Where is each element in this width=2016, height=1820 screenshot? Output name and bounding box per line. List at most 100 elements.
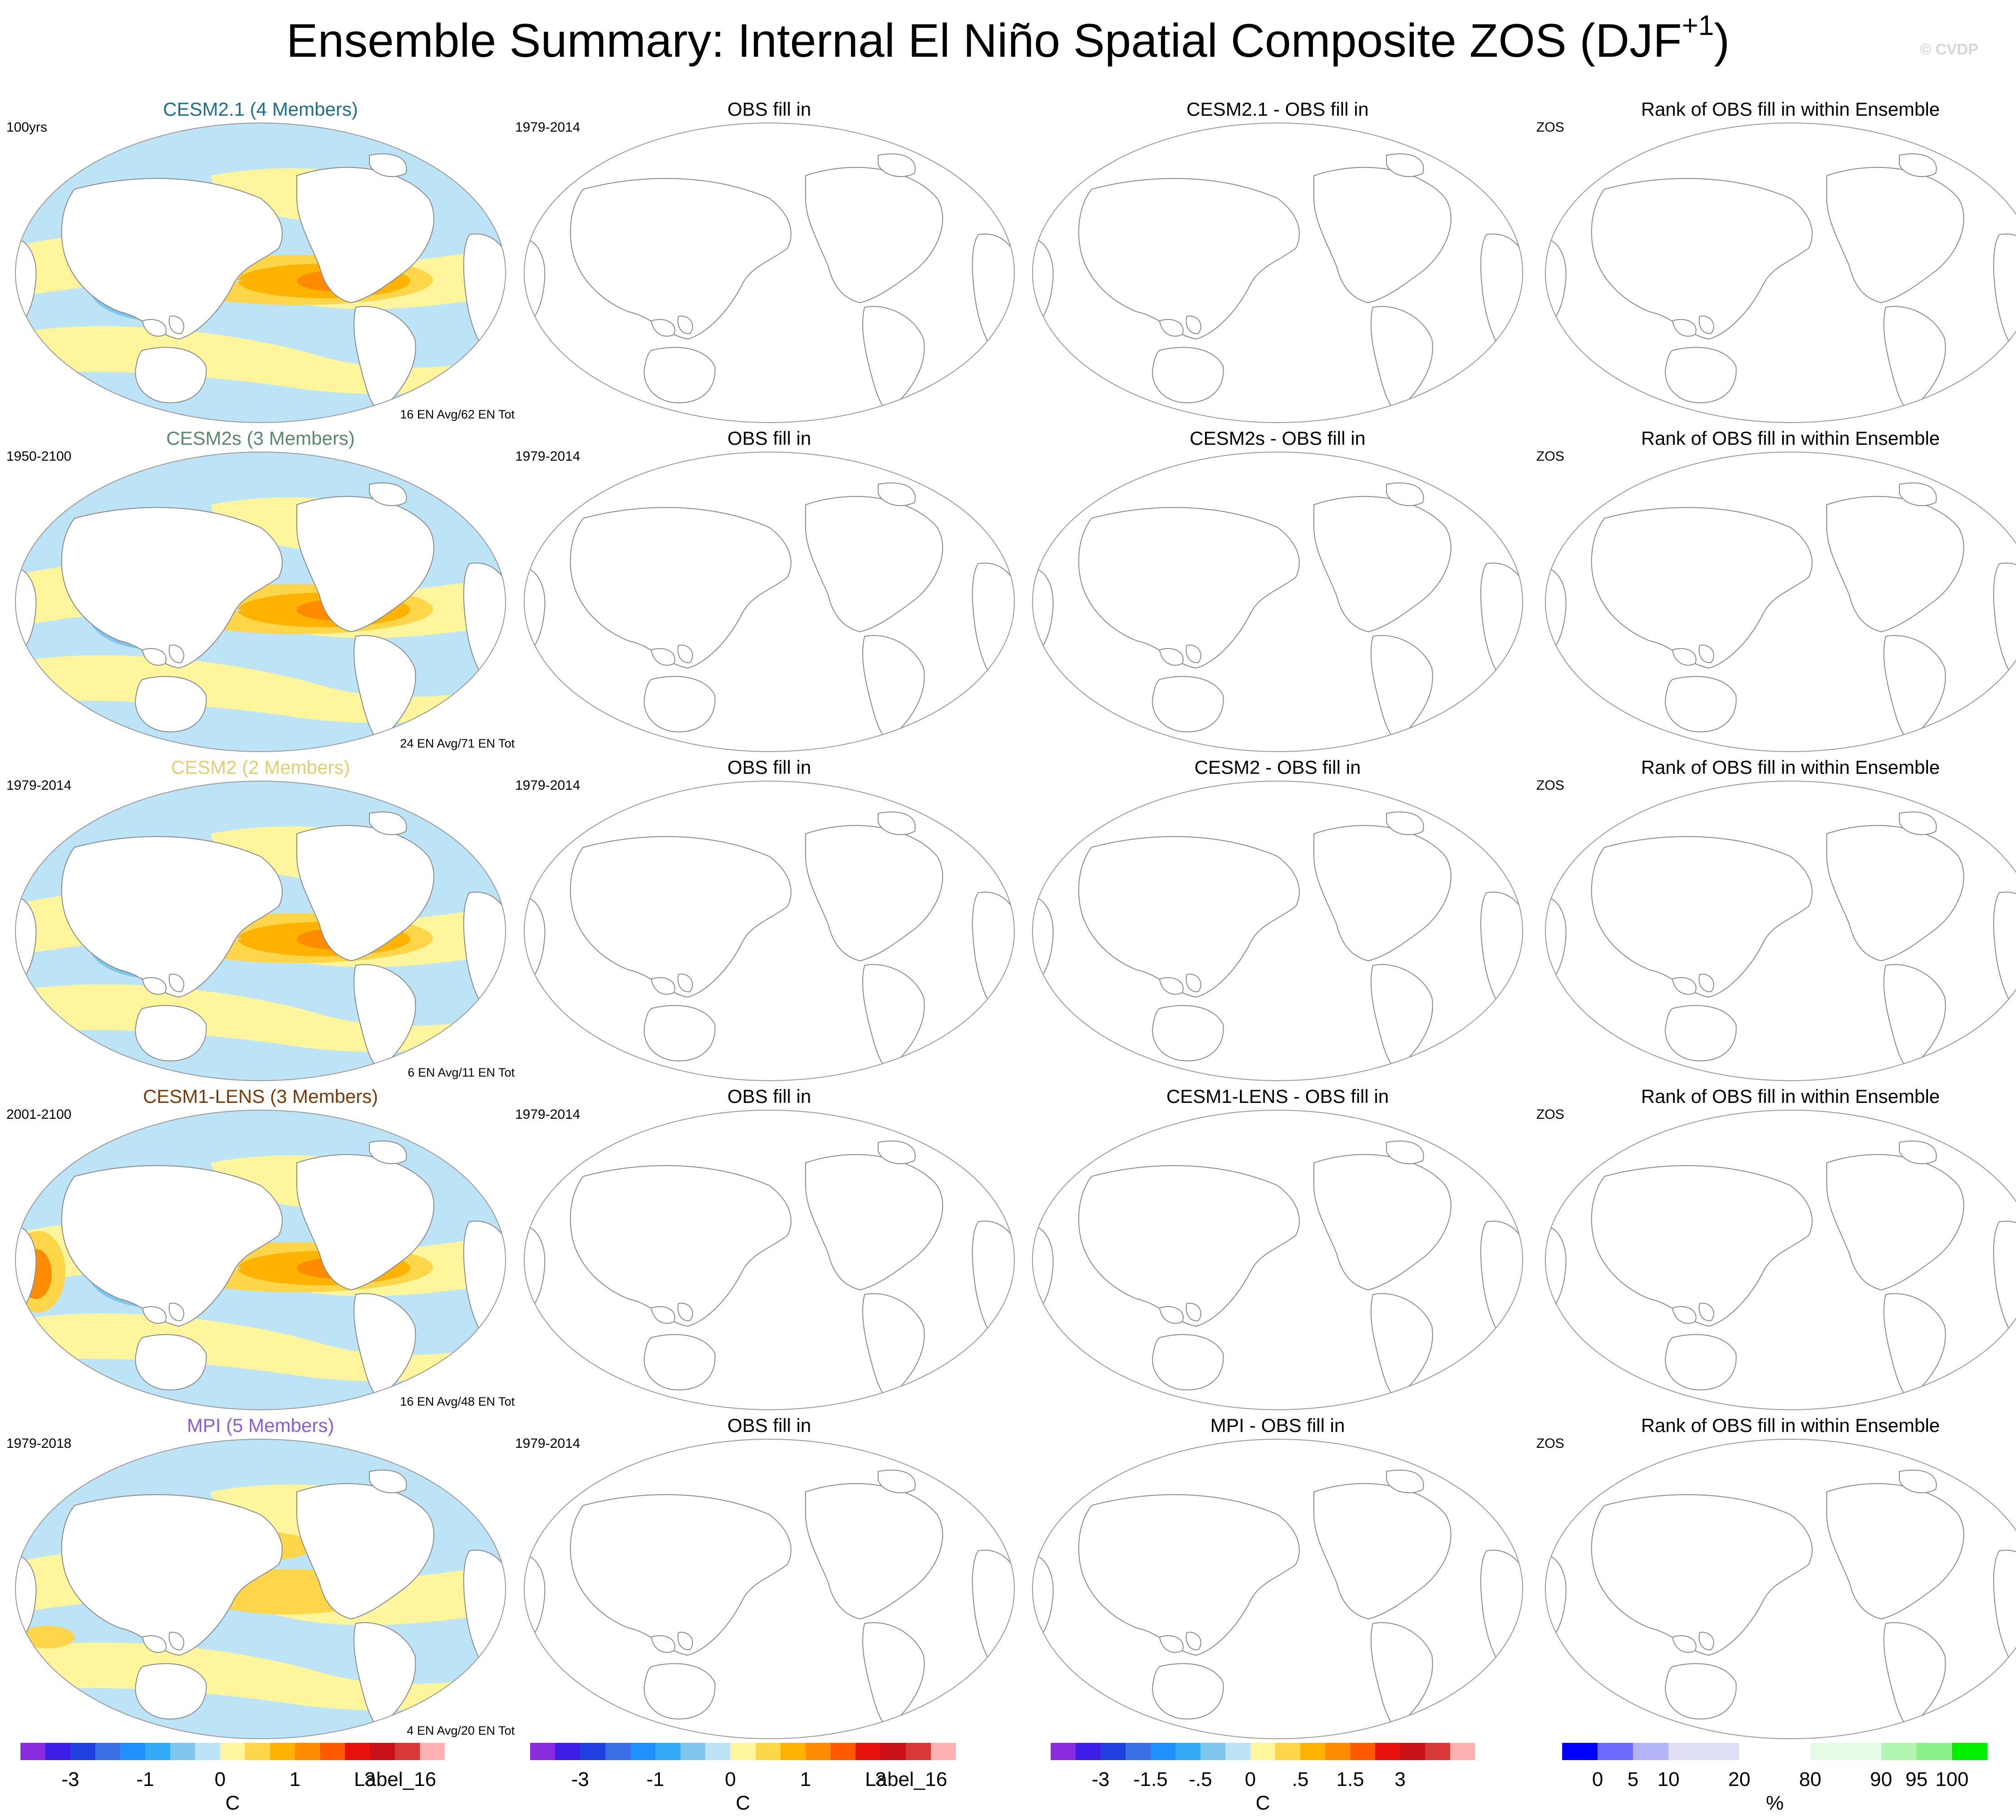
colorbar-tick-label: 0	[1592, 1768, 1603, 1790]
colorbar-swatch	[1375, 1743, 1400, 1760]
empty-map	[1536, 779, 2016, 1082]
colorbar-swatch	[730, 1743, 756, 1760]
landmass	[1078, 178, 1300, 340]
landmass	[1123, 1403, 1432, 1410]
landmass	[1078, 836, 1300, 998]
colorbar-swatch	[1845, 1743, 1881, 1760]
landmass	[878, 153, 916, 177]
panel-title: Rank of OBS fill in within Ensemble	[1641, 98, 1940, 120]
landmass	[1152, 1005, 1224, 1062]
landmass	[168, 1632, 184, 1651]
landmass	[1386, 1141, 1424, 1164]
landmass	[135, 347, 207, 403]
difference-panel: CESM2s - OBS fill in	[1023, 427, 1532, 753]
landmass	[524, 1554, 546, 1647]
colorbar-swatch	[1881, 1743, 1917, 1760]
landmass	[1636, 1732, 1945, 1739]
landmass	[61, 178, 283, 340]
landmass	[1883, 964, 1946, 1071]
colorbar-swatch	[45, 1743, 70, 1760]
robinson-map-outline	[1032, 452, 1523, 752]
land-layer	[15, 482, 506, 752]
landmass	[1480, 891, 1523, 1007]
landmass	[1480, 562, 1523, 678]
colorbar: -3 -1.5 -.5 0 .5 1.5 3 C	[1051, 1743, 1475, 1820]
map-border	[1032, 452, 1523, 752]
landmass	[1152, 676, 1224, 733]
robinson-map-filled	[15, 1439, 506, 1739]
landmass	[1313, 496, 1451, 633]
map-border	[1545, 781, 2016, 1081]
colorbar-tick-label: 1	[800, 1768, 811, 1790]
landmass	[972, 1549, 1014, 1665]
panel-title: OBS fill in	[727, 98, 811, 120]
colorbar-swatch	[705, 1743, 731, 1760]
empty-map	[1023, 1437, 1532, 1741]
landmass	[1313, 1154, 1451, 1291]
empty-map	[515, 450, 1023, 753]
robinson-map-outline	[1545, 1110, 2016, 1410]
landmass	[1123, 416, 1432, 423]
colorbar-swatch	[145, 1743, 170, 1760]
landmass	[644, 347, 716, 403]
landmass	[1370, 306, 1433, 413]
landmass	[677, 644, 693, 664]
landmass	[615, 745, 924, 752]
panel-title: Rank of OBS fill in within Ensemble	[1641, 757, 1940, 778]
land-layer	[1545, 1141, 2016, 1410]
continents	[1545, 812, 2016, 1081]
landmass	[369, 482, 407, 506]
continents	[1033, 812, 1523, 1081]
robinson-map-outline	[1032, 1439, 1523, 1739]
landmass	[1665, 1005, 1737, 1062]
colorbar-swatch	[1275, 1743, 1300, 1760]
landmass	[135, 1005, 207, 1062]
map-border	[524, 123, 1015, 423]
colorbar: -3 -1 0 1 3 Label_16 C	[530, 1743, 956, 1820]
colorbar-swatch	[1704, 1743, 1740, 1760]
anomaly-map	[6, 779, 515, 1082]
landmass	[1033, 896, 1054, 989]
landmass	[61, 1165, 283, 1327]
colorbar-swatch	[1633, 1743, 1669, 1760]
robinson-map-filled	[15, 1110, 506, 1410]
continents	[1545, 1141, 2016, 1410]
landmass	[1899, 1470, 1937, 1493]
landmass	[1672, 319, 1696, 337]
panel-period-label: 1979-2014	[515, 120, 580, 135]
empty-map	[1536, 1437, 2016, 1741]
panel-title: OBS fill in	[727, 1086, 811, 1107]
landmass	[1993, 562, 2016, 678]
landmass	[1370, 1622, 1433, 1729]
landmass	[1033, 238, 1054, 331]
colorbar-swatch	[395, 1743, 420, 1760]
landmass	[677, 315, 693, 334]
colorbar-tick-label: 0	[214, 1768, 226, 1790]
colorbar-tick-label: .5	[1292, 1768, 1309, 1790]
anomaly-map	[6, 1108, 515, 1412]
landmass	[615, 1074, 924, 1081]
landmass	[61, 1494, 283, 1656]
map-border	[524, 781, 1015, 1081]
model-composite-panel: CESM2s (3 Members) 1950-2100 24 EN Avg/71 …	[6, 427, 515, 753]
landmass	[168, 644, 184, 664]
map-border	[524, 1110, 1015, 1410]
colorbar-swatch	[1325, 1743, 1350, 1760]
difference-panel: CESM2 - OBS fill in	[1023, 756, 1532, 1082]
landmass	[1672, 1306, 1696, 1324]
empty-map	[515, 121, 1023, 424]
colorbar-swatch	[1668, 1743, 1704, 1760]
panel-title: OBS fill in	[727, 757, 811, 778]
landmass	[644, 1334, 716, 1391]
land-layer	[1545, 812, 2016, 1081]
colorbar-tick-label: 20	[1728, 1768, 1750, 1790]
colorbar-swatch	[1598, 1743, 1633, 1760]
event-count-label: 16 EN Avg/62 EN Tot	[400, 408, 515, 421]
landmass	[1033, 567, 1054, 660]
map-border	[15, 123, 506, 423]
colorbar-tick-label: -3	[1092, 1768, 1110, 1790]
colorbar-tick-label: 90	[1870, 1768, 1893, 1790]
landmass	[570, 836, 792, 998]
colorbar-swatch	[1350, 1743, 1375, 1760]
map-border	[1545, 1439, 2016, 1739]
